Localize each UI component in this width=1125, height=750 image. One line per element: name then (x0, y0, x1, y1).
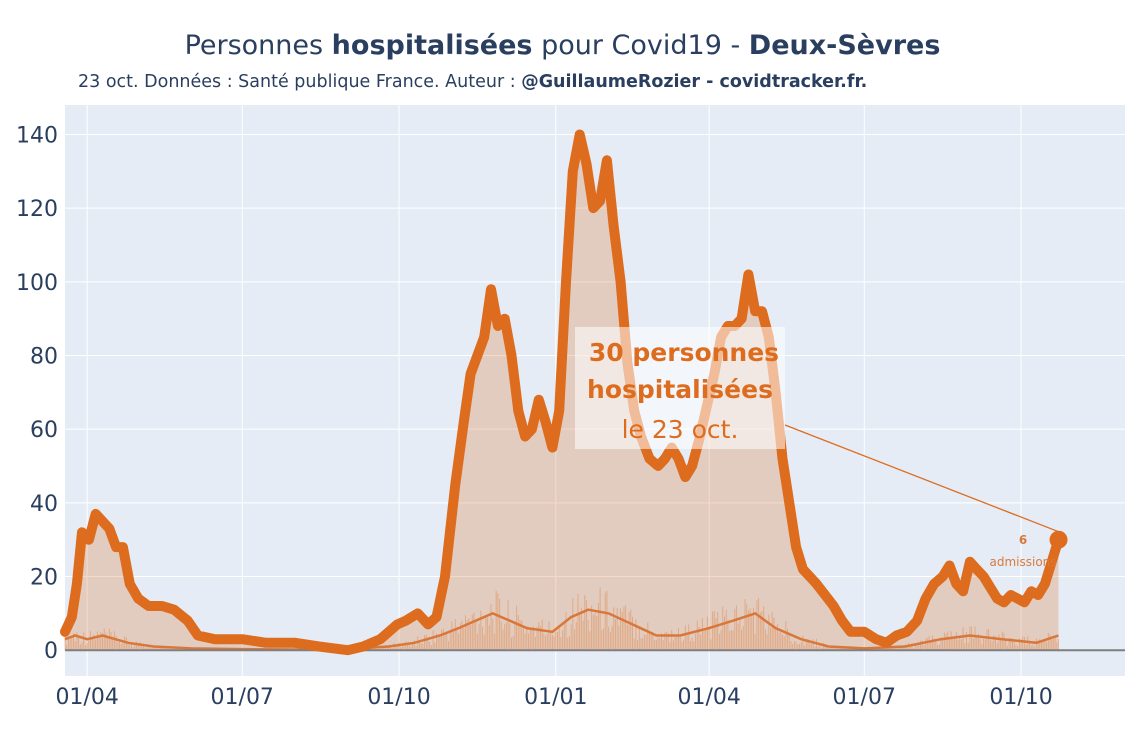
annotation-line2: hospitalisées (587, 375, 773, 404)
chart-title: Personnes hospitalisées pour Covid19 - D… (0, 30, 1125, 61)
title-text: pour Covid19 - (532, 30, 749, 61)
admissions-value: 6 (1019, 533, 1027, 547)
y-tick-label: 20 (30, 566, 58, 591)
x-tick-label: 01/04 (55, 685, 118, 710)
y-tick-label: 80 (30, 345, 58, 370)
x-tick-label: 01/10 (989, 685, 1052, 710)
chart-subtitle: 23 oct. Données : Santé publique France.… (78, 72, 867, 92)
title-region: Deux-Sèvres (748, 30, 941, 61)
y-tick-label: 0 (44, 639, 58, 664)
annotation-line1: 30 personnes (589, 338, 779, 367)
title-text: Personnes (184, 30, 332, 61)
title-bold: hospitalisées (331, 30, 533, 61)
y-tick-label: 40 (30, 492, 58, 517)
admissions-label: admissions (989, 555, 1056, 569)
admissions-line (64, 608, 1059, 651)
subtitle-author: @GuillaumeRozier - covidtracker.fr. (521, 72, 868, 92)
x-tick-label: 01/07 (833, 685, 896, 710)
x-axis: 01/04 01/07 01/10 01/01 01/04 01/07 01/10 (55, 685, 1052, 710)
subtitle-text: 23 oct. Données : Santé publique France.… (78, 72, 522, 92)
y-tick-label: 140 (16, 123, 58, 148)
annotation-box: 30 personnes hospitalisées le 23 oct. (575, 327, 785, 449)
x-tick-label: 01/04 (677, 685, 740, 710)
annotation-connector (784, 424, 1059, 533)
x-tick-label: 01/07 (211, 685, 274, 710)
y-tick-label: 60 (30, 418, 58, 443)
y-tick-label: 100 (16, 271, 58, 296)
annotation-bg (575, 327, 785, 449)
y-tick-label: 120 (16, 197, 58, 222)
annotation-line3: le 23 oct. (622, 415, 739, 444)
last-point-marker (1049, 530, 1068, 549)
y-axis: 0 20 40 60 80 100 120 140 (16, 123, 58, 664)
x-tick-label: 01/01 (524, 685, 587, 710)
x-tick-label: 01/10 (367, 685, 430, 710)
